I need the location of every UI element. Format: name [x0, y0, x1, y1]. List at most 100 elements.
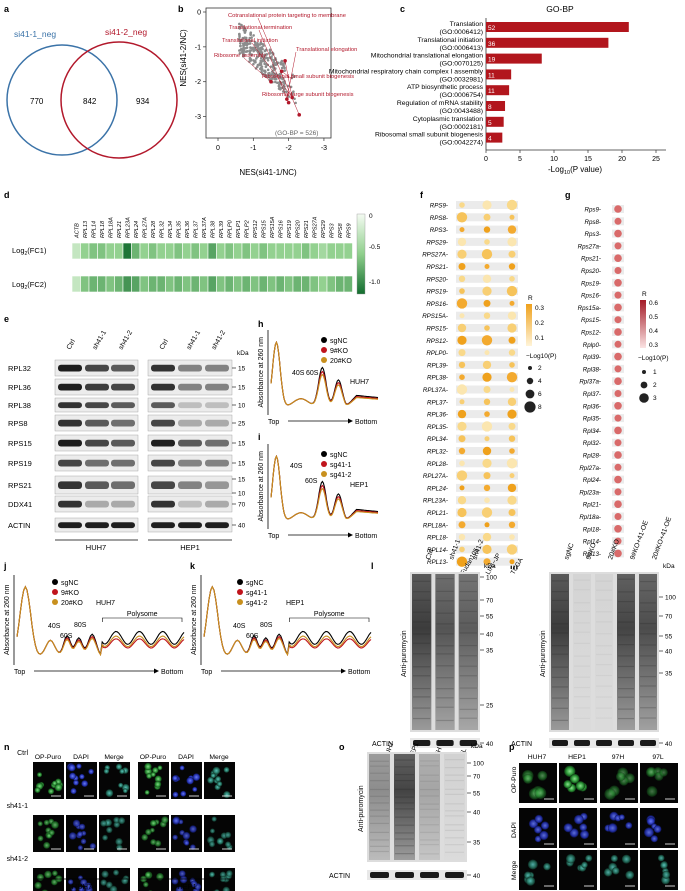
puro-loading-label: ACTIN: [372, 741, 393, 748]
puro-mw-label: 40: [486, 632, 494, 639]
puro-actin-band: [420, 872, 439, 878]
imaging-row-label: sh41-2: [7, 856, 29, 863]
scatter-point: [269, 51, 272, 54]
heatmap-gene-label: RPLP0: [227, 219, 233, 238]
scatter-ytick-label: -2: [195, 79, 201, 86]
scatter-point: [249, 31, 253, 34]
heatmap-cell: [88, 242, 98, 260]
gobp-bar: [486, 53, 542, 64]
imaging-cell: [81, 780, 89, 787]
scatter-point: [271, 75, 275, 79]
profile-top-label: Top: [268, 419, 279, 426]
imaging-cell: [84, 882, 92, 890]
heatmap-gene-label: RPL18A: [108, 217, 114, 238]
scatter-point: [293, 97, 296, 101]
imaging-cell: [215, 776, 222, 783]
scatter-points: [237, 22, 302, 117]
profile-legend-label: 9#KO: [61, 590, 79, 597]
western-e-col-label: Ctrl: [66, 338, 78, 351]
heatmap-gene-label: RPS15: [261, 219, 267, 238]
heatmap-colorbar: [356, 213, 366, 295]
profile-legend-label: sgNC: [330, 452, 348, 459]
puro-band: [459, 655, 477, 657]
profile-ylabel: Absorbance at 260 nm: [4, 584, 11, 655]
puro-band: [420, 780, 439, 782]
scatter-point: [287, 95, 291, 98]
scatter-point: [279, 62, 283, 66]
puro-band: [596, 611, 612, 612]
puro-band: [395, 808, 414, 810]
imaging-cell: [189, 825, 197, 833]
puro-band: [436, 653, 454, 655]
imaging-cell: [207, 776, 215, 784]
dotplot-gene-label: RPL37-: [427, 399, 448, 406]
imaging-cell: [119, 768, 125, 774]
imaging-p-cell: [646, 786, 658, 797]
gobp-term-name: ATP biosynthetic process: [407, 84, 484, 91]
scatter-point: [244, 41, 248, 44]
western-e-band: [178, 402, 202, 409]
panel-label-m: m: [510, 561, 518, 571]
imaging-p-col-label: 97H: [612, 754, 625, 761]
puro-band: [420, 816, 439, 818]
scatter-annotation: Ribosomal small subunit biogenesis: [262, 74, 354, 80]
imaging-p-tile: [519, 850, 557, 890]
dotplot-gene-label: RPL23A-: [423, 498, 448, 505]
scatter-point: [264, 74, 267, 78]
western-e-row-label: RPL36: [8, 383, 31, 392]
dotplot-gene-label: RPS29-: [426, 239, 448, 246]
western-e-band: [111, 419, 135, 427]
puro-band: [436, 633, 454, 635]
gobp-bar: [486, 37, 609, 48]
puro-band: [618, 696, 634, 698]
puro-band: [459, 610, 477, 613]
profile-legend-marker: [52, 589, 58, 595]
imaging-cell2-label: HEP1: [177, 882, 197, 891]
puro-band: [618, 676, 634, 679]
puro-smear-lane: [444, 754, 465, 860]
fc-heatmap: ACTB RPL13 RPL14 RPL18 RPL18A RPL21 RPL23A RPL2…: [12, 213, 381, 295]
profile-legend-marker: [237, 599, 243, 605]
heatmap-cell: [250, 242, 260, 260]
imaging-cell: [182, 831, 191, 840]
dotplot-dot: [508, 521, 516, 528]
dotplot-gene-label: RPS3-: [430, 227, 448, 234]
scatter-point: [253, 40, 257, 44]
imaging-row-label: Ctrl: [17, 750, 28, 757]
imaging-p-cell: [585, 854, 593, 862]
western-e-band: [111, 459, 135, 467]
western-blot-e: Ctrl sh41-1 sh41-2 Ctrl sh41-1 sh41-2 kDa RPL…: [8, 329, 249, 552]
puro-band: [552, 707, 568, 709]
scatter-ticks: 0 -1 -2 -3 0 -1 -2 -3: [195, 10, 327, 153]
dotplot-gene-label: RPS16-: [426, 301, 448, 308]
western-e-band: [85, 481, 109, 489]
puro-band: [640, 675, 656, 678]
puro-band: [395, 788, 414, 790]
imaging-cell: [68, 763, 76, 772]
gobp-bar-chart: GO-BP 52 Translation(GO:0006412) 36 Transla…: [329, 4, 666, 176]
puro-band: [459, 590, 477, 593]
gobp-bar: [486, 132, 503, 143]
gobp-bar: [486, 116, 504, 127]
dotplot-legend-r-tick: 0.4: [649, 328, 658, 335]
scatter-point: [238, 52, 242, 55]
imaging-cell: [113, 869, 120, 876]
heatmap-cell: [258, 275, 268, 293]
puro-band: [413, 642, 431, 644]
puro-band: [436, 612, 454, 614]
puro-band: [552, 580, 568, 582]
scatter-point: [245, 43, 249, 47]
puro-band: [445, 803, 464, 805]
profile-polysome-label: Polysome: [314, 611, 345, 618]
puro-band: [413, 696, 431, 698]
puro-band: [596, 621, 612, 622]
imaging-cell: [80, 838, 87, 845]
gobp-term-id: (GO:0043488): [440, 108, 483, 115]
dotplot-dot: [614, 205, 622, 213]
puro-band: [395, 838, 414, 840]
puro-band: [596, 581, 612, 582]
profile-legend-marker: [321, 347, 327, 353]
puro-band: [420, 839, 439, 841]
western-e-band: [58, 481, 82, 489]
profile-polysome-label: Polysome: [127, 611, 158, 618]
